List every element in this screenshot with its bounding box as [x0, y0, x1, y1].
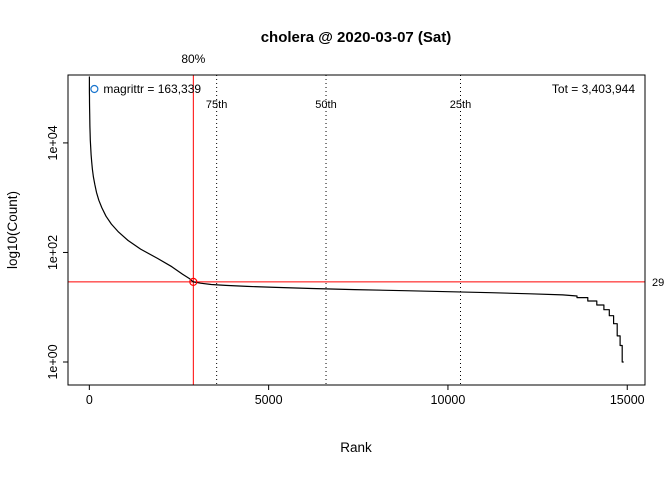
y-tick-label: 1e+00 — [46, 344, 60, 379]
count-threshold-label: 29 — [652, 277, 664, 289]
y-axis-title: log10(Count) — [5, 191, 20, 269]
top-package-marker — [90, 84, 99, 94]
x-tick-label: 15000 — [610, 393, 645, 407]
y-tick-label: 1e+02 — [46, 235, 60, 270]
y-tick-label: 1e+04 — [46, 125, 60, 160]
top-package-label: magrittr = 163,339 — [103, 82, 201, 96]
x-tick-label: 0 — [86, 393, 93, 407]
plot-box — [67, 74, 646, 386]
crossing-marker — [189, 277, 198, 287]
x-tick-label: 5000 — [255, 393, 283, 407]
downloads-curve — [88, 76, 624, 363]
percentile-label: 50th — [315, 99, 336, 111]
percentile-label: 25th — [450, 99, 471, 111]
generated-plot-elements: 75th 50th 25th 80% 29 0 5000 10000 15000 1e+00 1e+… — [46, 52, 664, 407]
percentile-label: 75th — [206, 99, 227, 111]
threshold-80-label: 80% — [181, 52, 205, 66]
total-label: Tot = 3,403,944 — [552, 82, 635, 96]
plot-title: cholera @ 2020-03-07 (Sat) — [261, 29, 452, 46]
x-axis-title: Rank — [340, 440, 372, 455]
x-tick-label: 10000 — [431, 393, 466, 407]
